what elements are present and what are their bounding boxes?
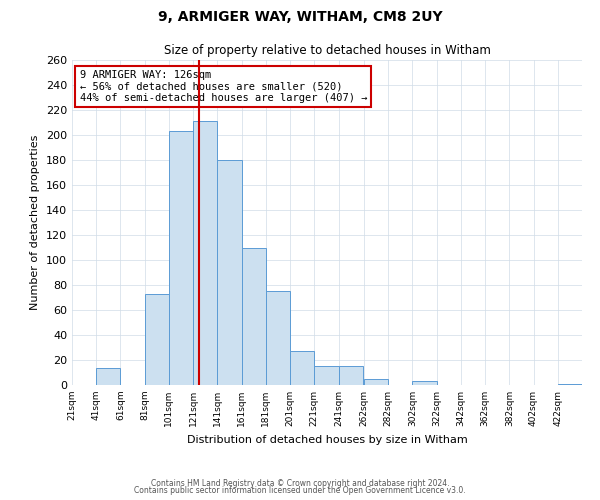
Bar (193, 121, 217, 385)
Bar (314, 366, 338, 385)
Bar (242, 248, 266, 385)
Text: 9 ARMIGER WAY: 126sqm
← 56% of detached houses are smaller (520)
44% of semi-det: 9 ARMIGER WAY: 126sqm ← 56% of detached … (80, 70, 367, 103)
Bar (364, 379, 388, 385)
Bar (145, 294, 169, 385)
Bar (266, 291, 290, 385)
Text: Contains HM Land Registry data © Crown copyright and database right 2024.: Contains HM Land Registry data © Crown c… (151, 478, 449, 488)
Text: 9, ARMIGER WAY, WITHAM, CM8 2UY: 9, ARMIGER WAY, WITHAM, CM8 2UY (158, 10, 442, 24)
Text: Contains public sector information licensed under the Open Government Licence v3: Contains public sector information licen… (134, 486, 466, 495)
Bar (169, 131, 193, 385)
Bar (412, 381, 437, 385)
Bar (96, 368, 121, 385)
Bar (338, 366, 363, 385)
X-axis label: Distribution of detached houses by size in Witham: Distribution of detached houses by size … (187, 434, 467, 444)
Bar (290, 351, 314, 385)
Bar (217, 160, 242, 385)
Title: Size of property relative to detached houses in Witham: Size of property relative to detached ho… (164, 44, 490, 58)
Y-axis label: Number of detached properties: Number of detached properties (31, 135, 40, 310)
Bar (558, 384, 582, 385)
